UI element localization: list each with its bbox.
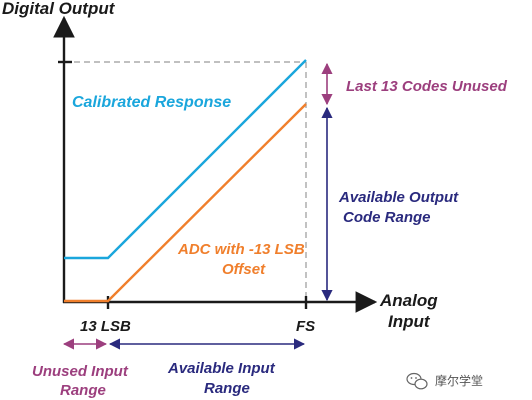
watermark-text: 摩尔学堂 <box>435 373 483 388</box>
available-input-label-line2: Range <box>204 380 250 397</box>
output-range-label-line2: Code Range <box>343 209 431 226</box>
calibrated-response-label: Calibrated Response <box>72 94 231 111</box>
available-input-label-line1: Available Input <box>167 360 276 377</box>
y-axis-label: Digital Output <box>2 0 116 18</box>
unused-codes-label: Last 13 Codes Unused <box>346 78 508 95</box>
wechat-icon <box>406 372 428 390</box>
calibrated-response-curve <box>64 59 307 260</box>
fs-tick-label: FS <box>296 318 315 335</box>
offset-label-line1: ADC with -13 LSB <box>177 241 305 258</box>
offset-label-line2: Offset <box>222 261 266 278</box>
unused-input-label-line2: Range <box>60 382 106 399</box>
output-range-label-line1: Available Output <box>338 189 459 206</box>
lsb-tick-label: 13 LSB <box>80 318 131 335</box>
unused-input-label-line1: Unused Input <box>32 363 129 380</box>
offset-response-curve <box>64 103 307 303</box>
x-axis-label-line2: Input <box>388 312 431 331</box>
x-axis-label-line1: Analog <box>379 291 438 310</box>
